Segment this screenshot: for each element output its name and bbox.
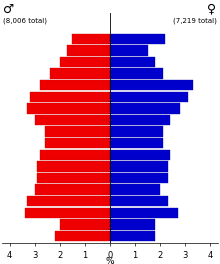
Bar	[67, 45, 110, 55]
Bar	[37, 161, 110, 172]
Bar	[110, 219, 155, 229]
Bar	[27, 103, 110, 114]
Bar	[110, 138, 163, 148]
Bar	[110, 92, 188, 102]
Text: ♀: ♀	[207, 3, 216, 16]
Bar	[40, 80, 110, 90]
Bar	[110, 57, 155, 67]
Text: ♂: ♂	[4, 3, 15, 16]
Bar	[110, 34, 165, 44]
Text: (7,219 total): (7,219 total)	[173, 17, 216, 24]
Bar	[110, 126, 163, 137]
Bar	[110, 68, 163, 79]
Bar	[110, 80, 193, 90]
Bar	[45, 138, 110, 148]
Bar	[110, 103, 180, 114]
Bar	[35, 184, 110, 195]
Bar	[110, 184, 160, 195]
Bar	[45, 126, 110, 137]
Bar	[110, 45, 148, 55]
Bar	[110, 173, 168, 183]
Bar	[55, 231, 110, 241]
Bar	[50, 68, 110, 79]
Bar	[110, 208, 178, 218]
Bar	[25, 208, 110, 218]
Bar	[110, 161, 168, 172]
Bar	[60, 57, 110, 67]
Bar	[27, 196, 110, 206]
Bar	[37, 173, 110, 183]
Text: (8,006 total): (8,006 total)	[4, 17, 48, 24]
Bar	[35, 115, 110, 125]
Text: %: %	[106, 257, 114, 264]
Bar	[40, 149, 110, 160]
Bar	[110, 231, 155, 241]
Bar	[110, 196, 168, 206]
Bar	[60, 219, 110, 229]
Bar	[110, 115, 170, 125]
Bar	[110, 149, 170, 160]
Bar	[72, 34, 110, 44]
Bar	[30, 92, 110, 102]
